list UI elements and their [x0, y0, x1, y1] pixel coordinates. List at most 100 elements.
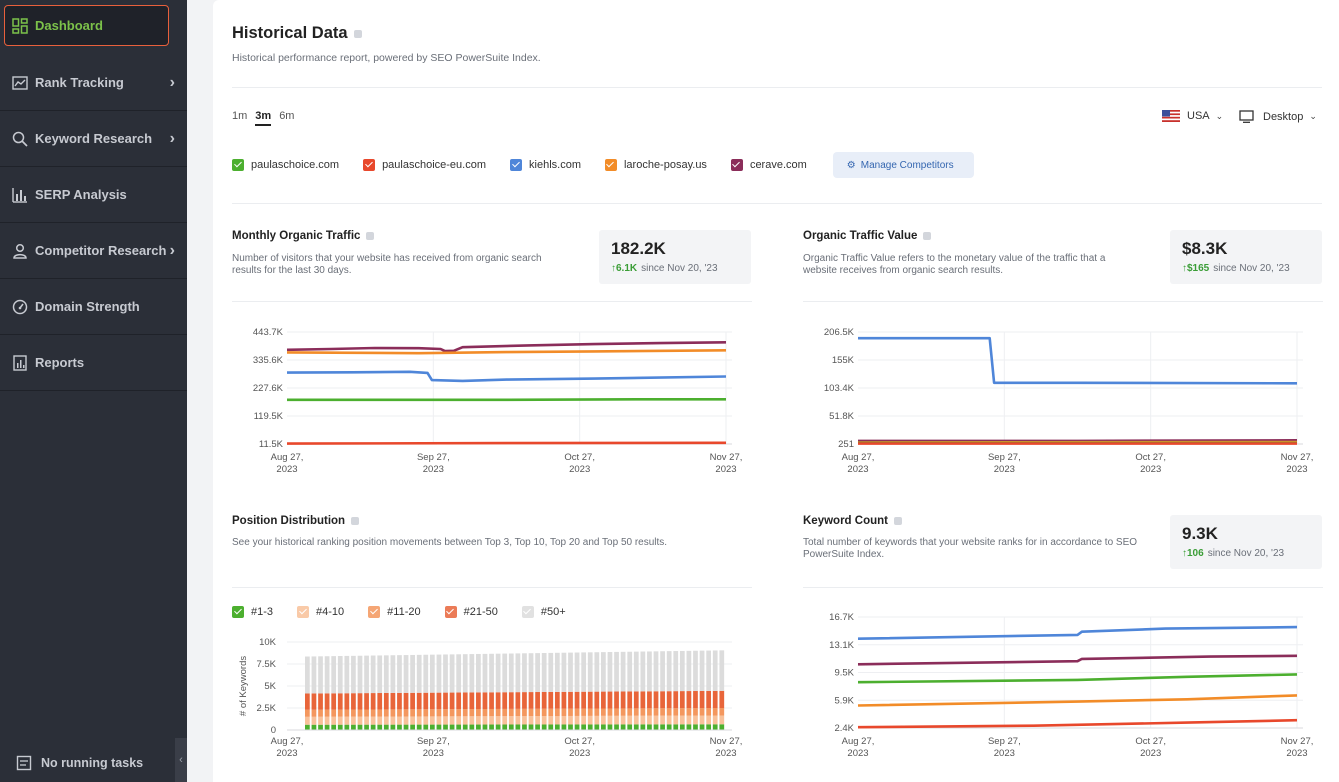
x-tick-label: 2023	[715, 748, 736, 759]
bar-segment-#50+	[331, 656, 337, 694]
sidebar-collapse-button[interactable]: ‹	[175, 738, 187, 782]
series-line-laroche-posay.us	[857, 694, 1298, 707]
legend-item-11-20[interactable]: #11-20	[368, 606, 421, 618]
bar-segment-#21-50	[502, 692, 508, 709]
device-dropdown[interactable]: Desktop ⌄	[1239, 110, 1317, 123]
sidebar-item-reports[interactable]: Reports	[0, 335, 187, 391]
y-tick-label: 51.8K	[829, 411, 854, 422]
legend-item-21-50[interactable]: #21-50	[444, 606, 498, 618]
bar-segment-#11-20	[331, 709, 337, 717]
bar-segment-#4-10	[462, 716, 468, 725]
bar-segment-#21-50	[666, 691, 672, 709]
dashboard-icon	[11, 17, 29, 35]
desc-line: Organic Traffic Value refers to the mone…	[803, 253, 1106, 264]
bar-segment-#1-3	[502, 724, 508, 730]
manage-competitors-button[interactable]: ⚙ Manage Competitors	[832, 152, 974, 178]
bar-segment-#11-20	[337, 709, 343, 717]
competitor-toggle[interactable]: paulaschoice.com	[232, 159, 339, 171]
bar-segment-#4-10	[673, 715, 679, 725]
bar-segment-#11-20	[324, 709, 330, 717]
value-widget-title: Organic Traffic Value	[803, 230, 932, 242]
tasks-icon	[16, 755, 32, 771]
bar-segment-#11-20	[482, 709, 488, 717]
bar-segment-#1-3	[679, 724, 685, 730]
bar-segment-#50+	[423, 654, 429, 693]
divider	[232, 587, 752, 588]
bar-segment-#1-3	[712, 724, 718, 730]
help-icon[interactable]	[351, 516, 360, 525]
x-tick-label: 2023	[1286, 464, 1307, 475]
help-icon[interactable]	[893, 516, 902, 525]
bar-segment-#1-3	[318, 724, 323, 730]
bar-segment-#1-3	[594, 724, 600, 730]
period-6m[interactable]: 6m	[279, 110, 295, 122]
bar-segment-#50+	[436, 654, 442, 693]
sidebar-item-label: Domain Strength	[35, 299, 140, 314]
competitor-toggle[interactable]: kiehls.com	[510, 159, 581, 171]
bar-segment-#50+	[666, 651, 672, 692]
kpi-delta-up: ↑$165	[1182, 263, 1210, 274]
y-tick-label: 5K	[264, 681, 276, 692]
sidebar-item-serp-analysis[interactable]: SERP Analysis	[0, 167, 187, 223]
bar-segment-#4-10	[522, 716, 527, 725]
bar-segment-#11-20	[364, 709, 369, 717]
bar-segment-#11-20	[377, 709, 383, 717]
bar-segment-#11-20	[620, 708, 626, 716]
bar-segment-#1-3	[554, 724, 560, 730]
competitor-toggle[interactable]: cerave.com	[730, 159, 807, 171]
competitor-toggle[interactable]: paulaschoice-eu.com	[363, 159, 486, 171]
desc-line: PowerSuite Index.	[803, 549, 885, 560]
bar-segment-#21-50	[416, 692, 422, 710]
bar-segment-#50+	[568, 652, 573, 692]
help-icon[interactable]	[353, 29, 362, 38]
sidebar: Dashboard Rank Tracking › Keyword Resear…	[0, 0, 187, 782]
legend-item-1-3[interactable]: #1-3	[232, 606, 273, 618]
legend-item-50-plus[interactable]: #50+	[521, 606, 566, 618]
competitor-toggle[interactable]: laroche-posay.us	[604, 159, 707, 171]
checkbox-icon	[604, 159, 617, 171]
bar-segment-#1-3	[693, 724, 698, 730]
bar-segment-#11-20	[305, 709, 310, 717]
x-tick-label: 2023	[423, 464, 444, 475]
sidebar-item-rank-tracking[interactable]: Rank Tracking ›	[0, 55, 187, 111]
bar-segment-#4-10	[554, 716, 560, 725]
checkbox-icon	[510, 159, 523, 171]
sidebar-item-dashboard[interactable]: Dashboard	[4, 5, 169, 46]
bar-segment-#4-10	[449, 716, 455, 725]
bar-segment-#4-10	[712, 715, 718, 725]
region-dropdown[interactable]: USA ⌄	[1162, 110, 1223, 122]
checkbox-icon	[363, 159, 376, 171]
legend-item-4-10[interactable]: #4-10	[297, 606, 344, 618]
bar-segment-#21-50	[331, 693, 337, 710]
main-panel: Historical Data Historical performance r…	[213, 0, 1339, 782]
y-tick-label: 9.5K	[834, 668, 854, 679]
x-tick-label: 2023	[1140, 464, 1161, 475]
series-line-paulaschoice.com	[857, 673, 1298, 684]
manage-competitors-label: Manage Competitors	[860, 159, 954, 171]
period-1m[interactable]: 1m	[232, 110, 248, 122]
help-icon[interactable]	[366, 231, 375, 240]
chevron-down-icon: ⌄	[1309, 111, 1317, 121]
bar-segment-#50+	[541, 653, 547, 692]
bar-segment-#21-50	[482, 692, 488, 710]
bar-segment-#1-3	[449, 724, 455, 730]
sidebar-item-keyword-research[interactable]: Keyword Research ›	[0, 111, 187, 167]
help-icon[interactable]	[923, 231, 932, 240]
y-tick-label: 7.5K	[256, 659, 276, 670]
bar-segment-#4-10	[403, 716, 409, 725]
running-tasks[interactable]: No running tasks	[0, 744, 187, 782]
x-tick-label: Sep 27,	[417, 736, 450, 747]
period-3m[interactable]: 3m	[255, 110, 272, 126]
bar-segment-#4-10	[337, 716, 343, 725]
page-title-text: Historical Data	[232, 24, 348, 42]
bar-segment-#50+	[469, 654, 475, 693]
bar-segment-#4-10	[482, 716, 488, 725]
sidebar-item-competitor-research[interactable]: Competitor Research ›	[0, 223, 187, 279]
bar-segment-#21-50	[548, 691, 554, 709]
sidebar-item-domain-strength[interactable]: Domain Strength	[0, 279, 187, 335]
bar-segment-#1-3	[344, 724, 350, 730]
bar-segment-#50+	[502, 653, 508, 693]
bar-segment-#4-10	[397, 716, 402, 725]
chevron-right-icon: ›	[169, 129, 175, 147]
